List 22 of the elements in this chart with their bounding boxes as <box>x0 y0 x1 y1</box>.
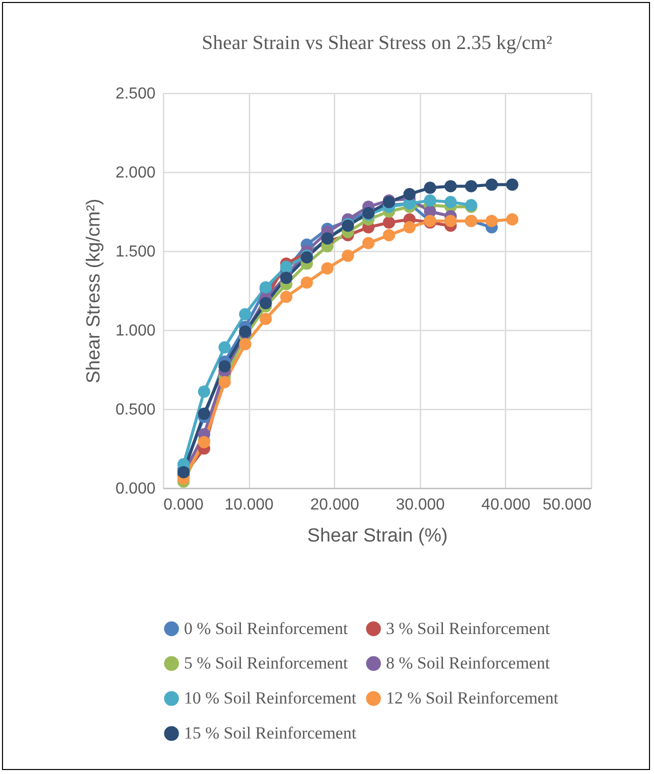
x-tick-label: 20.000 <box>310 496 360 514</box>
y-axis-title: Shear Stress (kg/cm²) <box>83 198 104 384</box>
x-tick-label: 50.000 <box>542 496 592 514</box>
legend-label: 0 % Soil Reinforcement <box>184 618 348 638</box>
legend-label: 3 % Soil Reinforcement <box>386 618 550 638</box>
y-tick-label: 1.500 <box>115 244 156 260</box>
x-tick-label: 30.000 <box>396 496 445 514</box>
legend-label: 8 % Soil Reinforcement <box>386 654 550 672</box>
x-tick-label: 10.000 <box>224 496 274 514</box>
chart-title: Shear Strain vs Shear Stress on 2.35 kg/cm² <box>202 32 552 54</box>
x-tick-label: 40.000 <box>481 496 530 514</box>
y-tick-label: 2.000 <box>115 164 156 182</box>
legend-label: 15 % Soil Reinforcement <box>184 724 357 742</box>
x-axis-title: Shear Strain (%) <box>307 526 448 546</box>
y-tick-label: 1.000 <box>115 322 156 340</box>
legend-label: 5 % Soil Reinforcement <box>184 654 348 672</box>
y-tick-label: 0.000 <box>115 480 156 498</box>
x-tick-label: 0.000 <box>164 496 204 514</box>
y-tick-label: 2.500 <box>115 86 156 102</box>
legend-label: 10 % Soil Reinforcement <box>184 688 357 708</box>
legend-label: 12 % Soil Reinforcement <box>386 688 559 708</box>
y-tick-label: 0.500 <box>115 402 156 418</box>
